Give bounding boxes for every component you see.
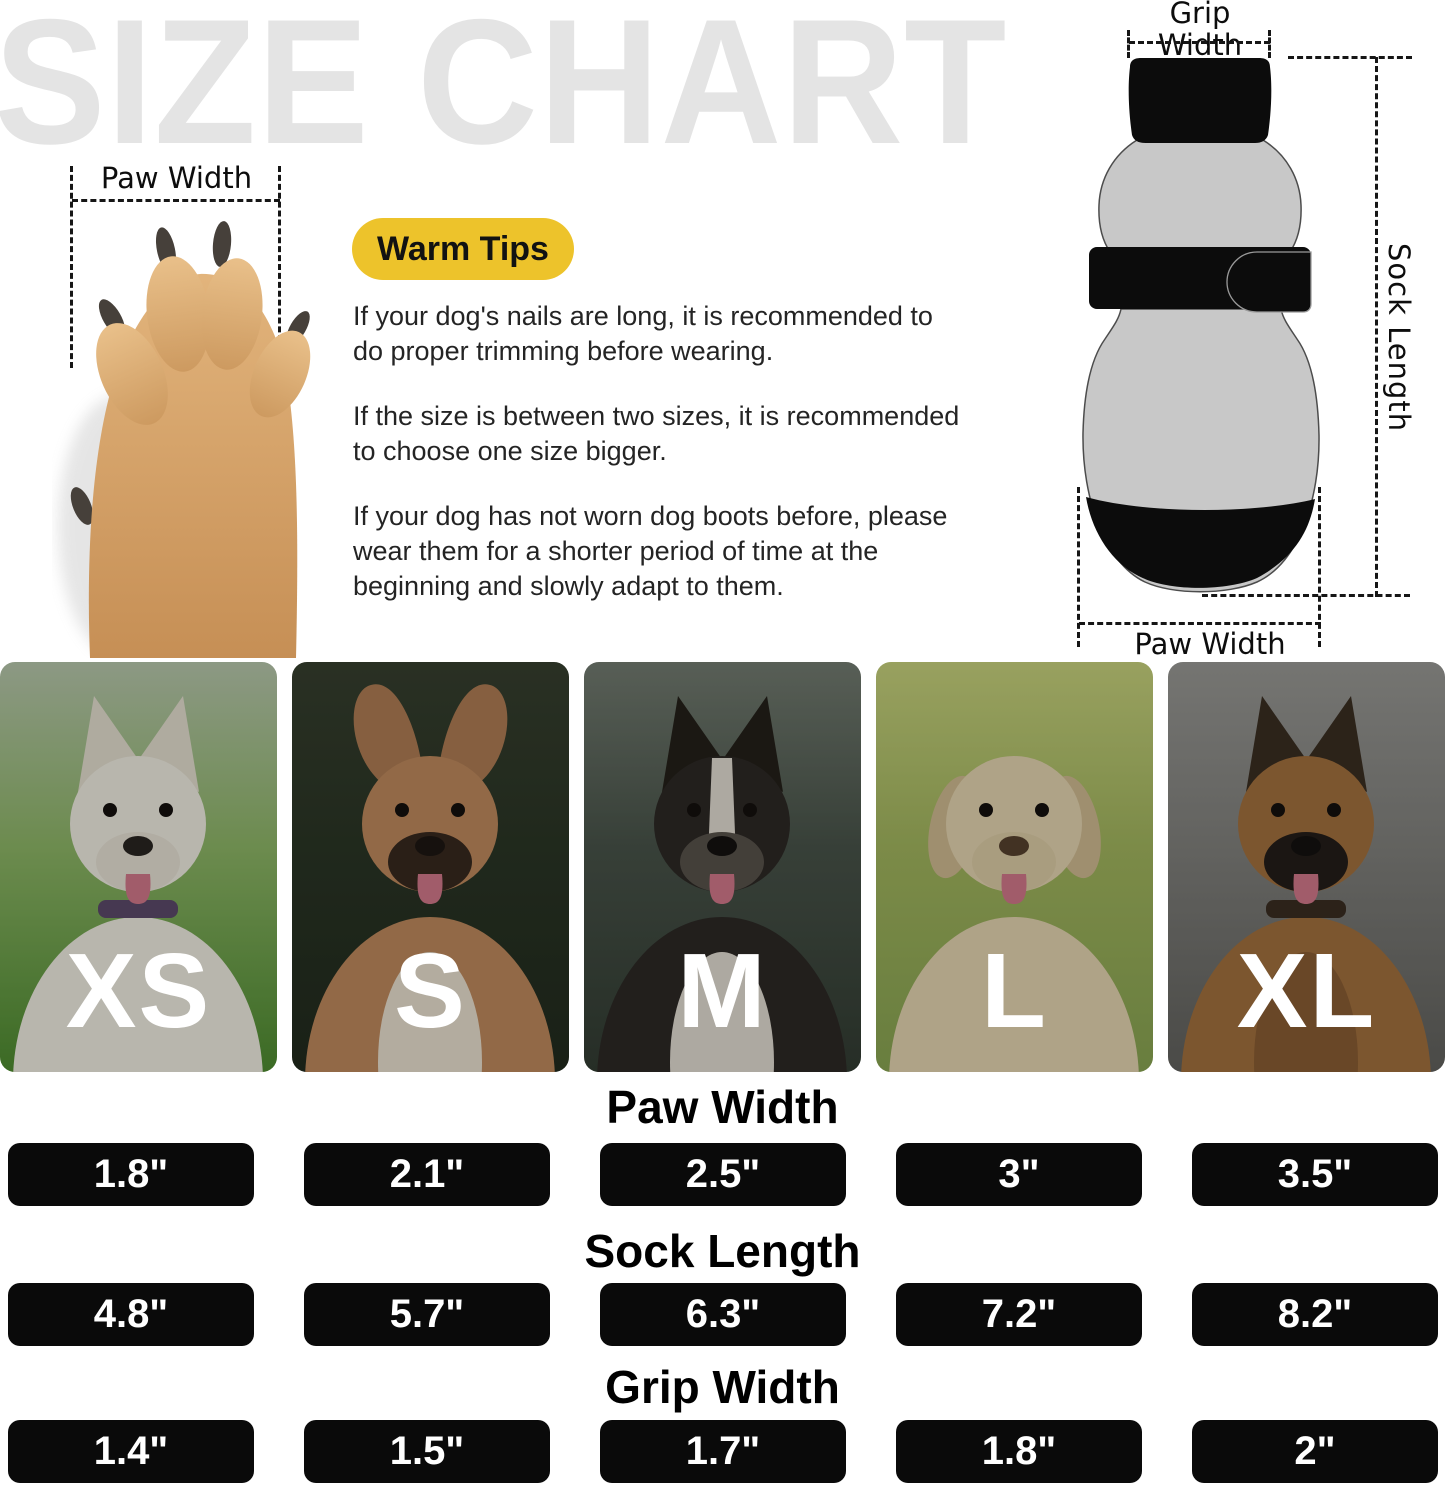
dog-photo-m [584,662,861,1072]
photo-darken-overlay [876,662,1153,1072]
grip-width-label: Grip Width [1157,0,1243,62]
size-label-xs: XS [65,932,212,1050]
sock-length-value-row: 4.8" 5.7" 6.3" 7.2" 8.2" [8,1283,1438,1346]
dog-illustration [597,696,847,1072]
dog-illustration [1181,696,1431,1072]
sock-length-dashed-line [1375,57,1378,597]
grip-width-dashed-line [1129,41,1270,44]
warm-tips-text: If your dog's nails are long, it is reco… [353,299,1033,634]
paw-width-value-xs: 1.8" [8,1143,254,1206]
size-label-m: M [677,932,768,1050]
size-chart-watermark-title: SIZE CHART [0,0,1008,181]
sock-length-value-s: 5.7" [304,1283,550,1346]
sock-length-value-m: 6.3" [600,1283,846,1346]
dog-sock-illustration [1082,58,1320,593]
dog-illustration [13,696,263,1072]
grip-width-value-l: 1.8" [896,1420,1142,1483]
dog-illustration [889,756,1139,1072]
paw-width-bottom-tick-right [1318,487,1321,647]
warm-tips-badge: Warm Tips [352,218,574,280]
warm-tip-line: If your dog's nails are long, it is reco… [353,301,933,331]
paw-width-dashed-line-top [72,199,280,202]
paw-width-value-xl: 3.5" [1192,1143,1438,1206]
warm-tip-line: beginning and slowly adapt to them. [353,571,784,601]
size-label-s: S [394,932,467,1050]
sock-length-value-xl: 8.2" [1192,1283,1438,1346]
warm-tip-line: wear them for a shorter period of time a… [353,536,879,566]
grip-width-value-row: 1.4" 1.5" 1.7" 1.8" 2" [8,1420,1438,1483]
paw-width-value-m: 2.5" [600,1143,846,1206]
measurement-header-paw-width: Paw Width [606,1081,839,1133]
paw-width-dashed-line-right [278,166,281,368]
photo-darken-overlay [1168,662,1445,1072]
size-card-m: M [584,662,861,1072]
grip-width-tick-left [1127,30,1130,58]
grip-width-value-xs: 1.4" [8,1420,254,1483]
measurement-header-grip-width: Grip Width [605,1361,840,1413]
warm-tip-3: If your dog has not worn dog boots befor… [353,499,1033,604]
sock-length-value-l: 7.2" [896,1283,1142,1346]
grip-width-value-xl: 2" [1192,1420,1438,1483]
dog-paw-illustration [58,221,311,658]
photo-darken-overlay [292,662,569,1072]
size-label-xl: XL [1236,932,1377,1050]
paw-width-label-left: Paw Width [100,161,253,195]
sock-length-tick-top [1288,56,1412,59]
photo-darken-overlay [0,662,277,1072]
grip-width-value-s: 1.5" [304,1420,550,1483]
dog-photo-xl [1168,662,1445,1072]
sock-length-label: Sock Length [1382,243,1416,433]
dog-paw-photo [52,206,338,658]
dog-photo-s [292,662,569,1072]
dog-photo-xs [0,662,277,1072]
paw-width-value-row: 1.8" 2.1" 2.5" 3" 3.5" [8,1143,1438,1206]
warm-tip-line: to choose one size bigger. [353,436,667,466]
dog-sock-diagram [1075,55,1325,595]
size-card-xl: XL [1168,662,1445,1072]
paw-width-dashed-line-left [70,166,73,368]
paw-width-bottom-tick-left [1077,487,1080,647]
warm-tip-line: If your dog has not worn dog boots befor… [353,501,948,531]
warm-tip-2: If the size is between two sizes, it is … [353,399,1033,469]
size-label-l: L [981,932,1048,1050]
paw-width-bottom-dashed-line [1079,622,1321,625]
dog-illustration [305,684,555,1072]
size-card-s: S [292,662,569,1072]
grip-width-tick-right [1268,30,1271,58]
sock-length-tick-bottom [1202,594,1410,597]
warm-tip-line: do proper trimming before wearing. [353,336,774,366]
size-card-l: L [876,662,1153,1072]
sock-length-value-xs: 4.8" [8,1283,254,1346]
paw-width-label-bottom: Paw Width [1134,627,1286,661]
grip-width-value-m: 1.7" [600,1420,846,1483]
measurement-header-sock-length: Sock Length [584,1225,861,1277]
size-card-xs: XS [0,662,277,1072]
photo-darken-overlay [584,662,861,1072]
warm-tip-1: If your dog's nails are long, it is reco… [353,299,1033,369]
warm-tip-line: If the size is between two sizes, it is … [353,401,960,431]
dog-photo-l [876,662,1153,1072]
paw-width-value-l: 3" [896,1143,1142,1206]
paw-width-value-s: 2.1" [304,1143,550,1206]
